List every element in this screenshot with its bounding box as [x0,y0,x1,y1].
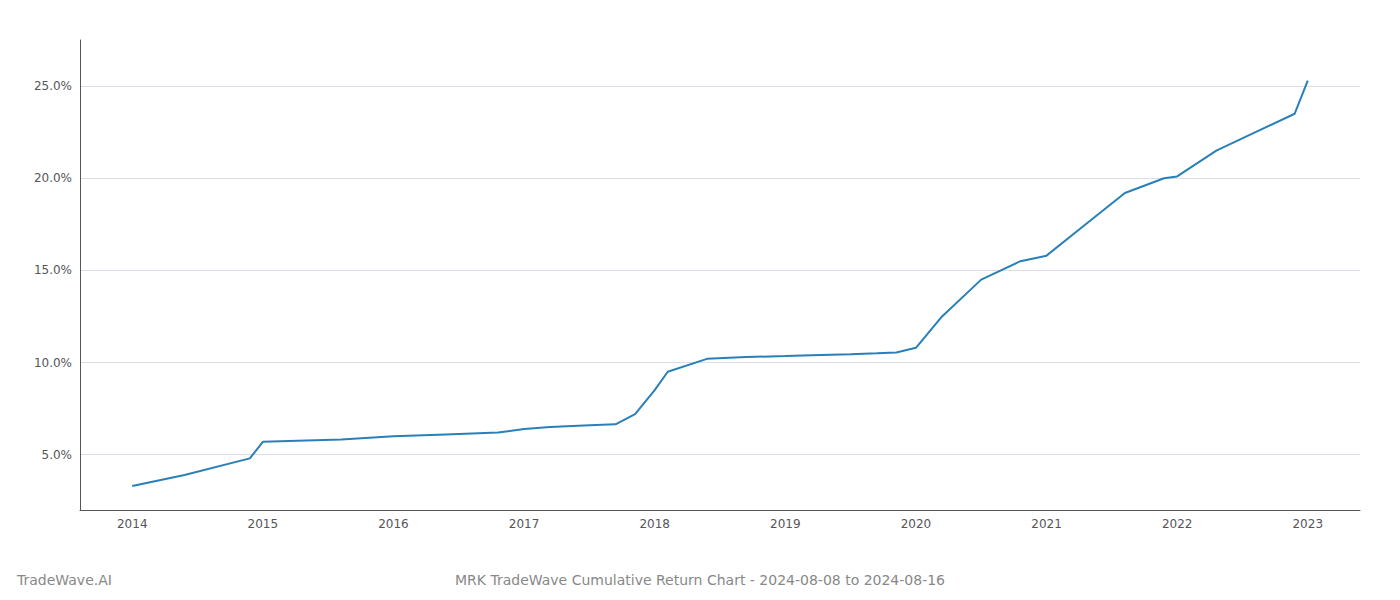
svg-text:2022: 2022 [1162,517,1193,531]
svg-text:25.0%: 25.0% [34,79,72,93]
svg-text:2019: 2019 [770,517,801,531]
svg-text:2018: 2018 [639,517,670,531]
svg-text:2015: 2015 [248,517,279,531]
svg-text:20.0%: 20.0% [34,171,72,185]
svg-text:2017: 2017 [509,517,540,531]
svg-text:10.0%: 10.0% [34,356,72,370]
svg-text:TradeWave.AI: TradeWave.AI [16,572,112,588]
svg-text:MRK TradeWave Cumulative Retur: MRK TradeWave Cumulative Return Chart - … [455,572,945,588]
svg-text:5.0%: 5.0% [42,448,73,462]
svg-text:2014: 2014 [117,517,148,531]
svg-text:2021: 2021 [1031,517,1062,531]
svg-text:2020: 2020 [901,517,932,531]
svg-text:2016: 2016 [378,517,409,531]
svg-text:15.0%: 15.0% [34,263,72,277]
svg-text:2023: 2023 [1292,517,1323,531]
